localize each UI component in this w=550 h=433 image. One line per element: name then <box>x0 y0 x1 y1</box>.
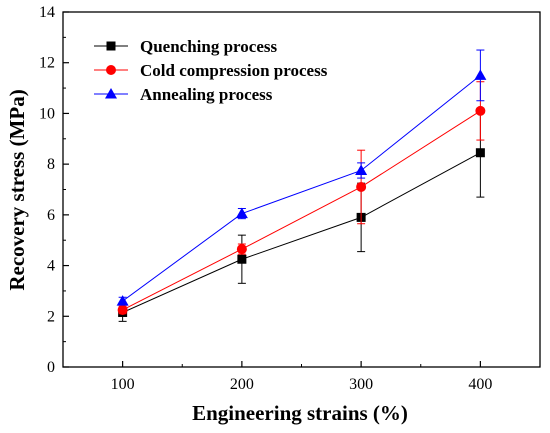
data-point <box>475 105 486 116</box>
data-point <box>474 69 487 80</box>
legend-item: Quenching process <box>94 37 278 56</box>
legend-marker <box>106 65 116 75</box>
data-point <box>235 207 248 219</box>
series-line <box>122 152 481 313</box>
y-axis-title: Recovery stress (MPa) <box>5 89 29 290</box>
x-tick-label: 300 <box>349 376 373 393</box>
y-axis-ticks: 0 2 4 6 8 10 12 14 <box>39 4 69 376</box>
y-tick-label: 2 <box>47 308 55 325</box>
x-tick-label: 200 <box>230 376 254 393</box>
legend-marker <box>106 41 116 51</box>
x-axis-ticks: 100 200 300 400 <box>62 361 541 393</box>
legend: Quenching process Cold compression proces… <box>94 37 328 104</box>
data-point <box>355 164 368 175</box>
series-0 <box>118 107 485 322</box>
legend-label: Cold compression process <box>140 61 328 80</box>
x-tick-label: 400 <box>468 376 492 393</box>
data-point <box>237 254 247 264</box>
y-tick-label: 10 <box>39 105 55 122</box>
y-tick-label: 14 <box>39 4 55 21</box>
y-tick-label: 4 <box>47 258 55 275</box>
data-point <box>475 148 485 158</box>
legend-item: Annealing process <box>94 85 273 104</box>
series-1 <box>117 81 486 315</box>
series-layer <box>116 49 487 322</box>
legend-marker <box>105 88 117 99</box>
data-point <box>356 181 367 192</box>
data-point <box>116 295 129 306</box>
y-tick-label: 8 <box>47 156 55 173</box>
y-tick-label: 0 <box>47 359 55 376</box>
x-axis-title: Engineering strains (%) <box>192 401 408 425</box>
series-line <box>122 75 481 302</box>
data-point <box>236 244 247 255</box>
data-point <box>117 304 128 315</box>
x-tick-label: 100 <box>111 376 135 393</box>
series-2 <box>116 49 487 306</box>
legend-label: Annealing process <box>140 85 273 104</box>
legend-item: Cold compression process <box>94 61 328 80</box>
legend-label: Quenching process <box>140 37 278 56</box>
series-line <box>122 110 481 311</box>
y-tick-label: 6 <box>47 207 55 224</box>
y-tick-label: 12 <box>39 55 55 72</box>
